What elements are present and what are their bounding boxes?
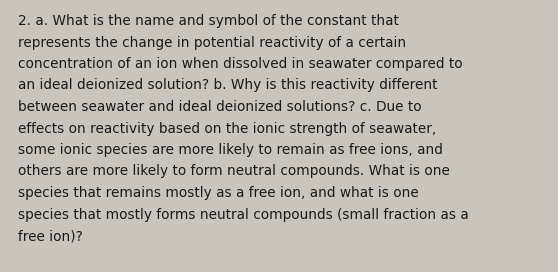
Text: 2. a. What is the name and symbol of the constant that: 2. a. What is the name and symbol of the… xyxy=(18,14,399,28)
Text: free ion)?: free ion)? xyxy=(18,229,83,243)
Text: concentration of an ion when dissolved in seawater compared to: concentration of an ion when dissolved i… xyxy=(18,57,463,71)
Text: effects on reactivity based on the ionic strength of seawater,: effects on reactivity based on the ionic… xyxy=(18,122,436,135)
Text: between seawater and ideal deionized solutions? c. Due to: between seawater and ideal deionized sol… xyxy=(18,100,422,114)
Text: some ionic species are more likely to remain as free ions, and: some ionic species are more likely to re… xyxy=(18,143,443,157)
Text: species that mostly forms neutral compounds (small fraction as a: species that mostly forms neutral compou… xyxy=(18,208,469,221)
Text: an ideal deionized solution? b. Why is this reactivity different: an ideal deionized solution? b. Why is t… xyxy=(18,79,437,92)
Text: represents the change in potential reactivity of a certain: represents the change in potential react… xyxy=(18,36,406,50)
Text: others are more likely to form neutral compounds. What is one: others are more likely to form neutral c… xyxy=(18,165,450,178)
Text: species that remains mostly as a free ion, and what is one: species that remains mostly as a free io… xyxy=(18,186,418,200)
